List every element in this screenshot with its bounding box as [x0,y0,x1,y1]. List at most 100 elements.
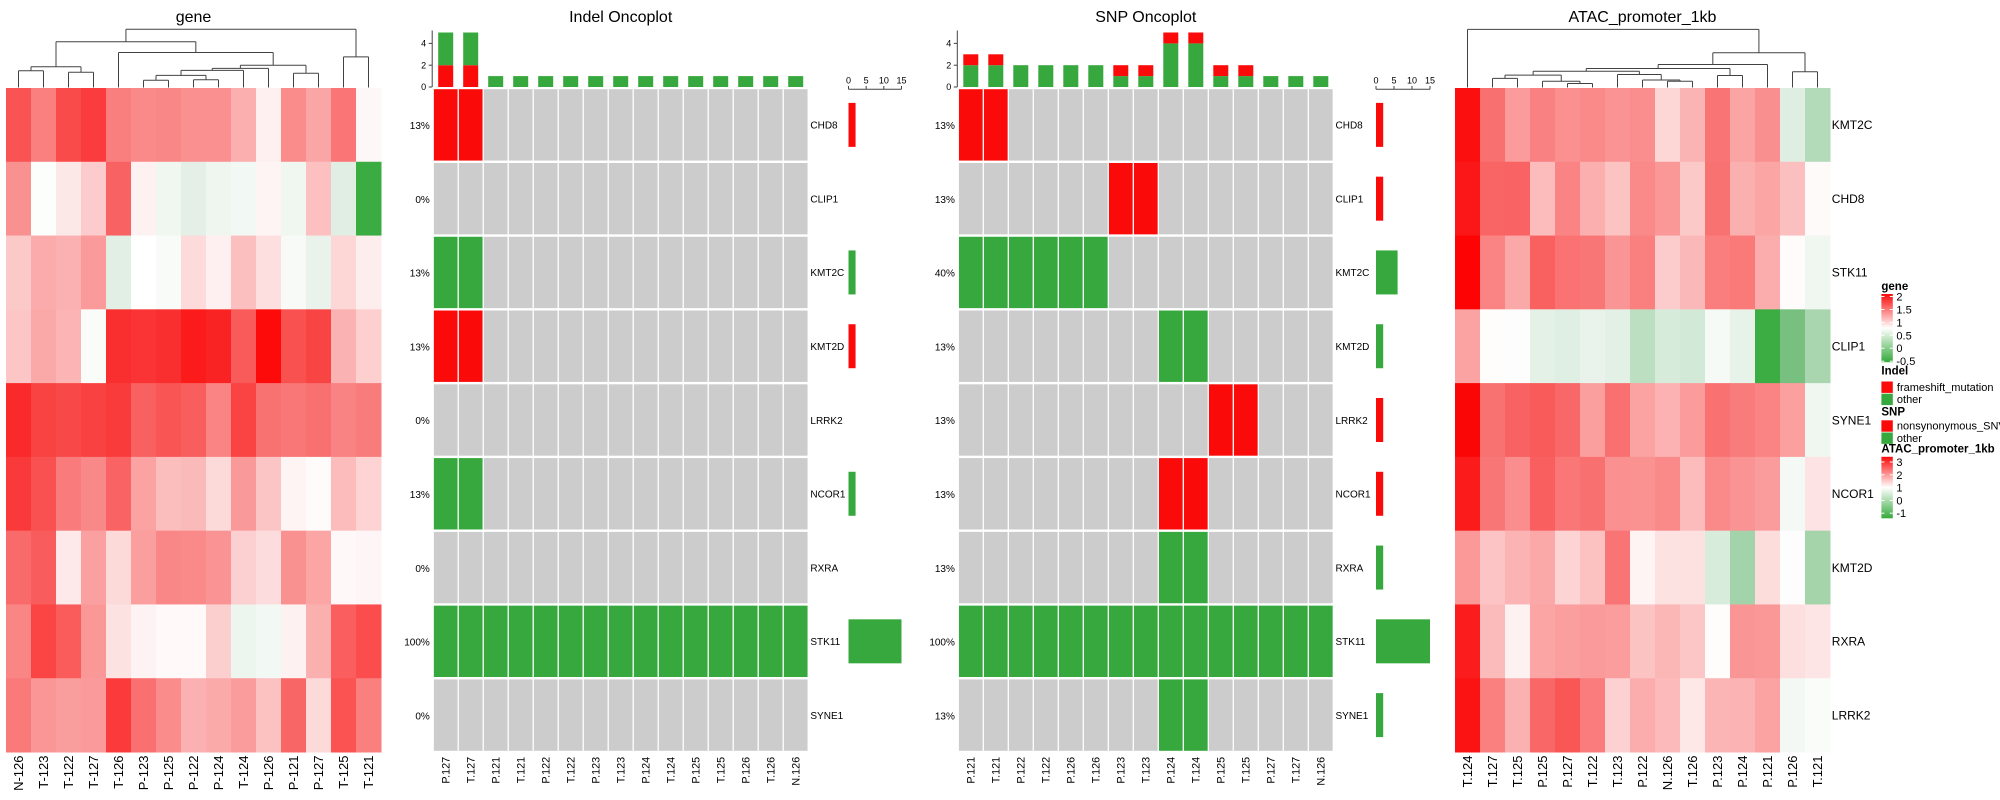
svg-text:3: 3 [1896,457,1902,469]
svg-text:frameshift_mutation: frameshift_mutation [1897,382,1994,394]
svg-text:KMT2D: KMT2D [810,342,844,353]
svg-text:0: 0 [1896,343,1902,355]
svg-text:SYNE1: SYNE1 [1336,711,1369,722]
svg-text:0: 0 [846,76,851,86]
svg-text:10: 10 [879,76,889,86]
svg-text:LRRK2: LRRK2 [1336,416,1369,427]
svg-text:P.121: P.121 [966,757,978,784]
svg-text:T.123: T.123 [616,757,628,783]
svg-text:T-122: T-122 [61,756,76,789]
svg-text:ATAC_promoter_1kb: ATAC_promoter_1kb [1569,9,1717,26]
svg-text:2: 2 [1896,470,1902,482]
svg-text:-1: -1 [1896,508,1906,520]
svg-text:other: other [1897,433,1922,445]
svg-text:0: 0 [421,82,426,92]
svg-text:CLIP1: CLIP1 [810,194,838,205]
svg-text:P.127: P.127 [441,757,453,784]
svg-text:T.121: T.121 [516,757,528,783]
svg-text:LRRK2: LRRK2 [810,416,843,427]
svg-text:P.124: P.124 [641,757,653,784]
svg-text:NCOR1: NCOR1 [1336,490,1371,501]
svg-text:P-124: P-124 [211,756,226,791]
svg-text:2: 2 [946,60,951,70]
svg-text:T-127: T-127 [86,756,101,789]
svg-text:13%: 13% [935,416,955,427]
svg-text:0%: 0% [415,195,430,206]
svg-text:P-122: P-122 [186,756,201,791]
svg-text:P.125: P.125 [1216,757,1228,784]
svg-text:CHD8: CHD8 [1832,192,1865,206]
svg-text:2: 2 [1896,292,1902,304]
svg-text:40%: 40% [935,269,955,280]
svg-text:P.121: P.121 [491,757,503,784]
svg-text:2: 2 [421,60,426,70]
svg-text:KMT2D: KMT2D [1832,561,1873,575]
svg-text:KMT2C: KMT2C [810,268,844,279]
svg-text:13%: 13% [410,121,430,132]
svg-text:P-123: P-123 [136,756,151,791]
svg-text:T.127: T.127 [1291,757,1303,783]
svg-text:P.126: P.126 [741,757,753,784]
svg-text:Indel Oncoplot: Indel Oncoplot [569,9,673,26]
svg-text:STK11: STK11 [1832,266,1868,280]
svg-text:P.124: P.124 [1166,757,1178,784]
svg-text:13%: 13% [935,490,955,501]
svg-text:13%: 13% [935,564,955,575]
svg-text:RXRA: RXRA [1336,563,1364,574]
svg-text:0.5: 0.5 [1896,330,1911,342]
svg-text:15: 15 [896,76,906,86]
svg-text:P.124: P.124 [1735,756,1750,788]
svg-text:P.122: P.122 [1016,757,1028,784]
svg-text:P.125: P.125 [1535,756,1550,788]
svg-text:13%: 13% [935,121,955,132]
svg-text:SNP Oncoplot: SNP Oncoplot [1095,9,1197,26]
svg-text:P.122: P.122 [1635,756,1650,788]
svg-text:13%: 13% [410,490,430,501]
svg-text:T.124: T.124 [1460,756,1475,788]
svg-text:1: 1 [1896,317,1902,329]
svg-text:0%: 0% [415,711,430,722]
svg-text:0%: 0% [415,564,430,575]
svg-text:13%: 13% [410,269,430,280]
svg-text:5: 5 [1391,76,1396,86]
svg-text:1.5: 1.5 [1896,305,1911,317]
svg-text:P.123: P.123 [591,757,603,784]
svg-text:P-127: P-127 [311,756,326,791]
svg-text:N.126: N.126 [1660,756,1675,791]
svg-text:CLIP1: CLIP1 [1832,340,1866,354]
svg-text:N.126: N.126 [1316,757,1328,786]
svg-text:KMT2C: KMT2C [1336,268,1370,279]
svg-text:-0.5: -0.5 [1896,356,1915,368]
svg-text:13%: 13% [935,342,955,353]
svg-text:T.122: T.122 [566,757,578,783]
svg-text:T.127: T.127 [466,757,478,783]
svg-text:SNP: SNP [1881,407,1905,419]
svg-text:T.122: T.122 [1585,756,1600,788]
svg-text:P.127: P.127 [1266,757,1278,784]
svg-text:T.124: T.124 [1191,757,1203,783]
svg-text:0: 0 [1896,495,1902,507]
svg-text:T.122: T.122 [1041,757,1053,783]
svg-text:P.123: P.123 [1710,756,1725,788]
svg-text:SYNE1: SYNE1 [810,711,843,722]
svg-text:N.126: N.126 [791,757,803,786]
svg-text:SYNE1: SYNE1 [1832,413,1872,427]
svg-text:gene: gene [1881,281,1908,293]
svg-text:RXRA: RXRA [1832,635,1865,649]
svg-text:P-125: P-125 [161,756,176,791]
svg-text:0: 0 [1373,76,1378,86]
svg-text:N-126: N-126 [11,756,26,791]
svg-text:13%: 13% [410,342,430,353]
svg-text:KMT2D: KMT2D [1336,342,1370,353]
svg-text:ATAC_promoter_1kb: ATAC_promoter_1kb [1881,444,1994,456]
svg-text:T.125: T.125 [1241,757,1253,783]
svg-text:T.127: T.127 [1485,756,1500,788]
svg-text:T.126: T.126 [1685,756,1700,788]
svg-text:T.123: T.123 [1141,757,1153,783]
svg-text:KMT2C: KMT2C [1832,118,1873,132]
svg-text:P.126: P.126 [1785,756,1800,788]
svg-text:T-124: T-124 [236,756,251,789]
svg-text:T.121: T.121 [991,757,1003,783]
svg-text:P.122: P.122 [541,757,553,784]
svg-text:P.126: P.126 [1066,757,1078,784]
